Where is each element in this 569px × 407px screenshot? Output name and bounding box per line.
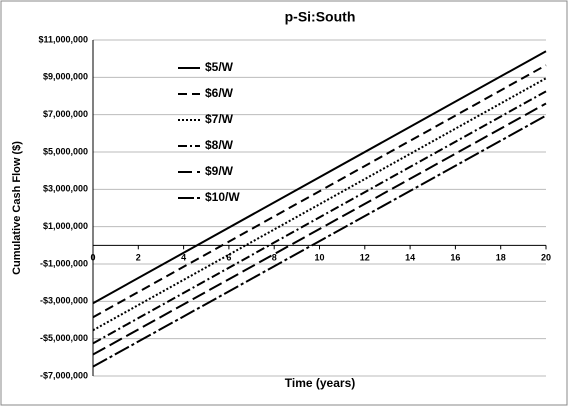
y-tick-label: $7,000,000 bbox=[43, 109, 88, 119]
series-line bbox=[92, 102, 547, 356]
x-tick-label: 14 bbox=[405, 253, 415, 263]
y-tick-label: $1,000,000 bbox=[43, 221, 88, 231]
y-tick-label: -$5,000,000 bbox=[40, 333, 88, 343]
series-line bbox=[92, 114, 547, 368]
series-line bbox=[92, 90, 547, 345]
x-tick-label: 6 bbox=[226, 253, 231, 263]
x-tick-label: 0 bbox=[90, 253, 95, 263]
y-tick-label: $5,000,000 bbox=[43, 146, 88, 156]
x-tick-label: 16 bbox=[450, 253, 460, 263]
x-tick-label: 4 bbox=[181, 253, 186, 263]
y-axis-label: Cumulative Cash Flow ($) bbox=[11, 141, 23, 275]
legend-label: $9/W bbox=[205, 164, 234, 178]
legend-label: $10/W bbox=[205, 190, 240, 204]
x-tick-label: 8 bbox=[272, 253, 277, 263]
series-line bbox=[92, 64, 547, 319]
x-tick-label: 18 bbox=[496, 253, 506, 263]
x-tick-label: 2 bbox=[136, 253, 141, 263]
legend-label: $5/W bbox=[205, 60, 234, 74]
y-tick-label: -$3,000,000 bbox=[40, 296, 88, 306]
y-tick-label: -$7,000,000 bbox=[40, 370, 88, 380]
x-tick-label: 12 bbox=[360, 253, 370, 263]
chart-title: p-Si:South bbox=[285, 9, 356, 25]
x-tick-label: 20 bbox=[541, 253, 551, 263]
legend-label: $7/W bbox=[205, 112, 234, 126]
y-tick-label: -$1,000,000 bbox=[40, 258, 88, 268]
legend-label: $6/W bbox=[205, 86, 234, 100]
series-line bbox=[92, 50, 547, 305]
y-tick-label: $11,000,000 bbox=[38, 34, 88, 44]
legend-label: $8/W bbox=[205, 138, 234, 152]
y-tick-label: $3,000,000 bbox=[43, 184, 88, 194]
y-tick-label: $9,000,000 bbox=[43, 72, 88, 82]
x-axis-label: Time (years) bbox=[285, 376, 355, 390]
x-tick-label: 10 bbox=[314, 253, 324, 263]
